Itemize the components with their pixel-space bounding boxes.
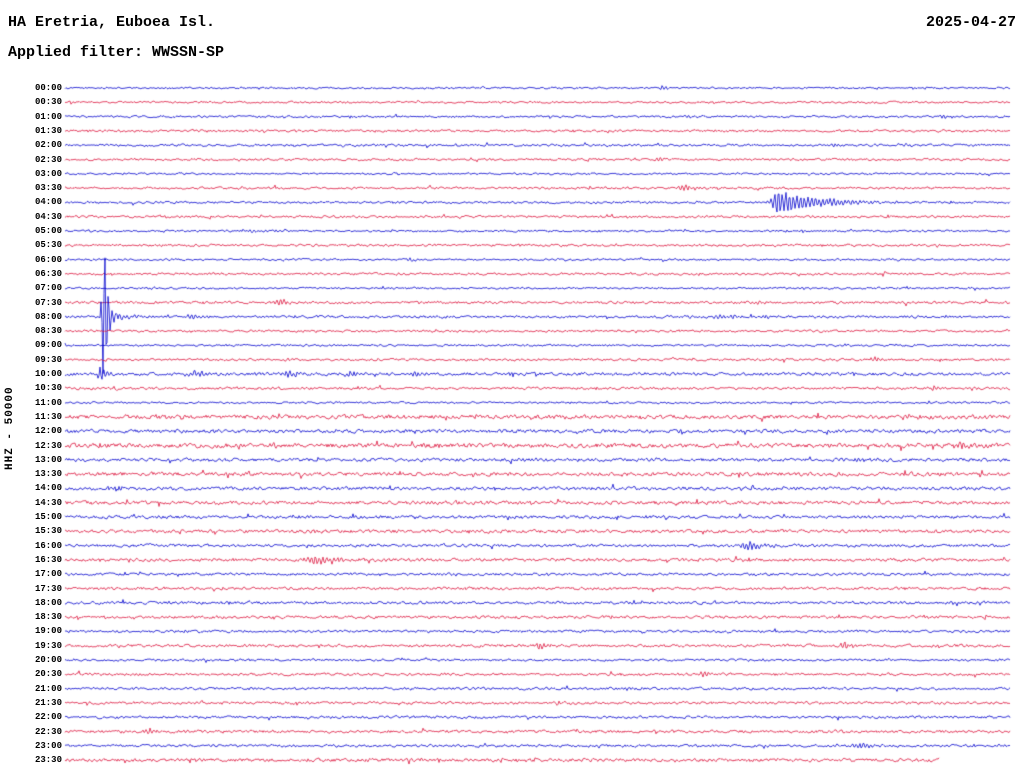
time-label: 19:30	[34, 640, 62, 651]
time-label: 07:30	[34, 297, 62, 308]
time-label: 13:30	[34, 469, 62, 480]
y-axis-label: HHZ - 50000	[4, 386, 16, 470]
time-label: 09:00	[34, 340, 62, 351]
time-label: 13:00	[34, 454, 62, 465]
time-label: 20:00	[34, 655, 62, 665]
time-label: 23:00	[34, 740, 62, 751]
time-label: 10:00	[34, 369, 62, 379]
time-label: 07:00	[34, 283, 62, 294]
time-label: 15:30	[34, 526, 62, 537]
time-label: 15:00	[34, 512, 62, 522]
time-label: 00:00	[34, 83, 62, 93]
time-label: 22:30	[34, 726, 62, 737]
time-label: 14:30	[34, 497, 62, 508]
time-label: 09:30	[34, 354, 62, 365]
time-label: 23:30	[34, 755, 62, 766]
time-label: 21:00	[34, 683, 62, 694]
time-label: 10:30	[34, 383, 62, 394]
time-label: 17:30	[34, 583, 62, 594]
time-label: 03:30	[34, 183, 62, 194]
time-label: 22:00	[34, 712, 62, 723]
time-label: 02:30	[34, 154, 62, 165]
date-label: 2025-04-27	[925, 14, 1016, 31]
time-label: 21:30	[34, 697, 62, 708]
time-label: 05:30	[34, 240, 62, 251]
time-label: 01:00	[34, 111, 62, 122]
time-label: 11:30	[34, 411, 62, 422]
time-label: 04:30	[34, 211, 62, 222]
time-label: 08:30	[34, 326, 62, 337]
time-label: 00:30	[34, 97, 62, 108]
time-label: 06:30	[34, 268, 62, 279]
time-label: 20:30	[34, 669, 62, 680]
time-label: 16:00	[34, 540, 62, 551]
time-label: 18:30	[34, 612, 62, 623]
time-label: 14:00	[34, 483, 62, 494]
time-label: 02:00	[34, 140, 62, 151]
time-label: 05:00	[34, 226, 62, 236]
time-label: 01:30	[34, 125, 62, 136]
filter-label: Applied filter: WWSSN-SP	[8, 44, 225, 61]
time-label: 16:30	[34, 554, 62, 565]
time-label: 06:00	[34, 254, 62, 265]
time-label: 11:00	[34, 397, 62, 408]
time-label: 12:30	[34, 440, 62, 451]
station-title: HA Eretria, Euboea Isl.	[8, 14, 216, 31]
time-label: 18:00	[34, 597, 62, 608]
time-label: 17:00	[34, 569, 62, 580]
time-label: 04:00	[34, 197, 62, 208]
time-label: 19:00	[34, 626, 62, 637]
time-label: 12:00	[34, 426, 62, 437]
time-label: 08:00	[34, 311, 62, 322]
time-label: 03:00	[34, 168, 62, 179]
